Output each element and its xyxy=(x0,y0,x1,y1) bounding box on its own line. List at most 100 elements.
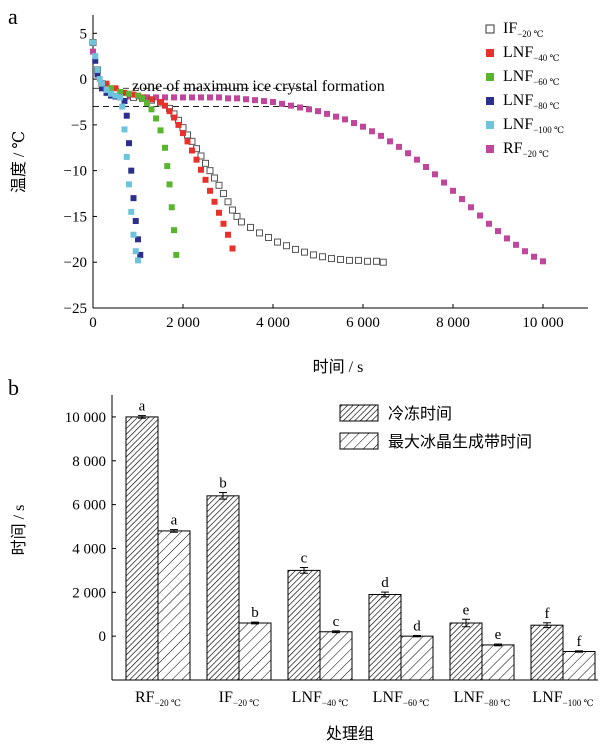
data-point xyxy=(121,98,128,105)
data-point xyxy=(103,80,110,87)
data-point xyxy=(459,196,465,203)
data-point xyxy=(292,245,299,253)
bar-freezing xyxy=(530,624,564,681)
data-point xyxy=(128,167,135,174)
data-point xyxy=(468,204,474,211)
data-point xyxy=(234,95,240,102)
data-point xyxy=(355,256,362,264)
data-point xyxy=(229,245,236,252)
series-lnf-2 xyxy=(90,39,180,258)
data-point xyxy=(279,100,285,107)
data-point xyxy=(215,181,223,189)
data-point xyxy=(168,204,175,211)
data-point xyxy=(128,208,135,215)
legend-swatch xyxy=(339,432,379,450)
data-point xyxy=(166,181,173,188)
data-point xyxy=(233,212,241,220)
data-point xyxy=(283,242,290,250)
data-point xyxy=(180,130,186,137)
data-point xyxy=(103,87,110,94)
legend-marker xyxy=(486,49,494,57)
data-point xyxy=(92,57,99,64)
data-point xyxy=(157,127,164,134)
panel-a-y-tick-label: 5 xyxy=(80,26,88,42)
data-point xyxy=(346,256,353,264)
bar-freezing xyxy=(449,622,483,681)
legend-label: LNF−40 ℃ xyxy=(503,44,560,63)
legend-label: IF−20 ℃ xyxy=(503,20,544,39)
data-point xyxy=(157,98,164,105)
data-point xyxy=(252,97,258,104)
data-point xyxy=(117,94,123,101)
panel-a-y-tick-label: 0 xyxy=(80,72,88,88)
data-point xyxy=(243,96,249,103)
data-point xyxy=(531,253,537,260)
data-point xyxy=(288,102,294,109)
data-point xyxy=(206,167,214,175)
data-point xyxy=(130,91,137,98)
data-point xyxy=(137,251,144,258)
data-point xyxy=(139,95,146,102)
data-point xyxy=(148,96,155,103)
bar-ice-zone xyxy=(400,635,434,681)
data-point xyxy=(112,92,119,99)
data-point xyxy=(274,238,281,246)
data-point xyxy=(126,140,132,147)
data-point xyxy=(171,94,177,101)
data-point xyxy=(265,233,272,241)
data-point xyxy=(94,71,101,78)
data-point xyxy=(387,138,393,145)
data-point xyxy=(130,195,137,202)
bar-freezing xyxy=(287,569,321,681)
panel-b-plot: 0 2 000 4 000 6 000 8 000 10 000 a a RF−20 ℃ b b IF… xyxy=(65,395,598,708)
data-point xyxy=(207,187,213,194)
data-point xyxy=(202,176,209,183)
data-point xyxy=(130,231,137,238)
bar-ice-zone xyxy=(562,651,596,681)
data-point xyxy=(423,163,429,170)
data-point xyxy=(319,253,326,261)
data-point xyxy=(405,150,411,157)
data-point xyxy=(180,94,186,101)
bar-ice-zone xyxy=(157,530,191,681)
data-point xyxy=(364,257,371,265)
data-point xyxy=(396,143,402,150)
data-point xyxy=(198,166,204,173)
panel-a-x-tick-label: 8 000 xyxy=(436,315,470,331)
panel-b-y-tick-label: 2 000 xyxy=(72,585,106,601)
data-point xyxy=(189,94,195,101)
panel-b-label: b xyxy=(8,375,19,400)
panel-a-plot: 0 2 000 4 000 6 000 8 000 10 000 5 0 −5 −10 −15 −20… xyxy=(64,15,588,331)
legend-marker xyxy=(486,97,494,105)
data-point xyxy=(92,53,99,60)
data-point xyxy=(306,106,312,113)
panel-a-x-tick-label: 6 000 xyxy=(346,315,380,331)
data-point xyxy=(90,48,96,55)
legend-marker xyxy=(486,73,494,81)
data-point xyxy=(220,190,227,198)
data-point xyxy=(216,209,222,216)
data-point xyxy=(216,94,222,101)
data-point xyxy=(324,110,330,117)
panel-a: a 0 2 000 4 000 6 000 8 000 10 000 5 0 −5 −10 −15 −… xyxy=(8,4,588,376)
data-point xyxy=(373,257,380,265)
panel-a-y-tick-label: −15 xyxy=(64,209,87,225)
bar-freezing xyxy=(368,594,402,681)
panel-a-x-tick-label: 2 000 xyxy=(166,315,200,331)
data-point xyxy=(202,159,209,167)
data-point xyxy=(211,174,218,182)
significance-letter: e xyxy=(495,627,502,643)
legend-label: RF−20 ℃ xyxy=(503,140,549,159)
data-point xyxy=(207,94,213,101)
panel-a-x-tick-label: 0 xyxy=(89,315,97,331)
data-point xyxy=(414,156,420,163)
panel-b-y-tick-label: 0 xyxy=(99,629,107,645)
panel-a-legend: IF−20 ℃ LNF−40 ℃ LNF−60 ℃ LNF−80 ℃ LNF−100 ℃… xyxy=(485,20,564,159)
bar-freezing xyxy=(125,416,159,681)
panel-a-x-tick-label: 10 000 xyxy=(522,315,563,331)
data-point xyxy=(360,123,366,130)
data-point xyxy=(369,128,375,135)
data-point xyxy=(310,251,317,259)
data-point xyxy=(441,179,447,186)
panel-a-xlabel: 时间 / s xyxy=(313,358,364,376)
